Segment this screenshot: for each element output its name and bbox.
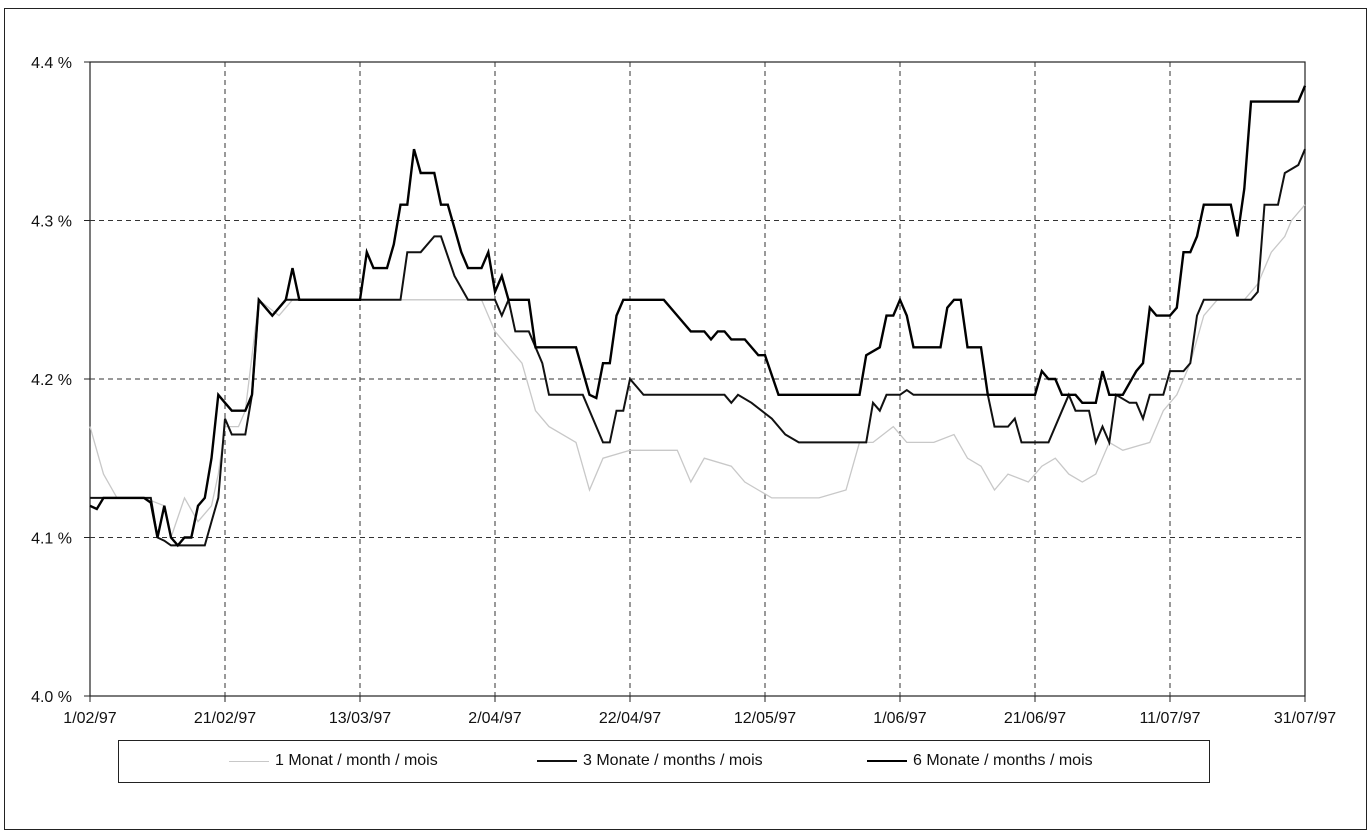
- x-tick-label: 12/05/97: [734, 710, 796, 727]
- x-tick-label: 22/04/97: [599, 710, 661, 727]
- legend-swatch-1-month: [229, 760, 269, 762]
- x-tick-label: 21/06/97: [1004, 710, 1066, 727]
- series-lines: [89, 85, 1307, 548]
- y-tick-label: 4.1 %: [31, 531, 72, 548]
- x-tick-label: 1/06/97: [873, 710, 926, 727]
- legend-label-3-months: 3 Monate / months / mois: [583, 752, 763, 769]
- x-tick-label: 21/02/97: [194, 710, 256, 727]
- legend-item-3-months: 3 Monate / months / mois: [537, 741, 763, 781]
- legend-label-6-months: 6 Monate / months / mois: [913, 752, 1093, 769]
- legend-item-1-month: 1 Monat / month / mois: [229, 741, 438, 781]
- legend-item-6-months: 6 Monate / months / mois: [867, 741, 1093, 781]
- series-line-6-months: [89, 85, 1307, 548]
- y-tick-label: 4.3 %: [31, 214, 72, 231]
- x-tick-label: 2/04/97: [468, 710, 521, 727]
- legend-swatch-3-months: [537, 760, 577, 762]
- legend-swatch-6-months: [867, 760, 907, 762]
- y-tick-label: 4.0 %: [31, 689, 72, 706]
- legend: 1 Monat / month / mois 3 Monate / months…: [118, 740, 1210, 783]
- y-axis: 4.0 % 4.1 % 4.2 % 4.3 % 4.4 %: [31, 55, 90, 706]
- y-tick-label: 4.4 %: [31, 55, 72, 72]
- x-tick-label: 31/07/97: [1274, 710, 1336, 727]
- legend-label-1-month: 1 Monat / month / mois: [275, 752, 438, 769]
- x-tick-label: 1/02/97: [63, 710, 116, 727]
- x-axis: 1/02/97 21/02/97 13/03/97 2/04/97 22/04/97 12…: [63, 696, 1336, 727]
- series-line-1-month: [89, 204, 1306, 540]
- y-tick-label: 4.2 %: [31, 372, 72, 389]
- x-tick-label: 11/07/97: [1139, 710, 1200, 727]
- x-tick-label: 13/03/97: [329, 710, 391, 727]
- chart-frame: [4, 8, 1367, 830]
